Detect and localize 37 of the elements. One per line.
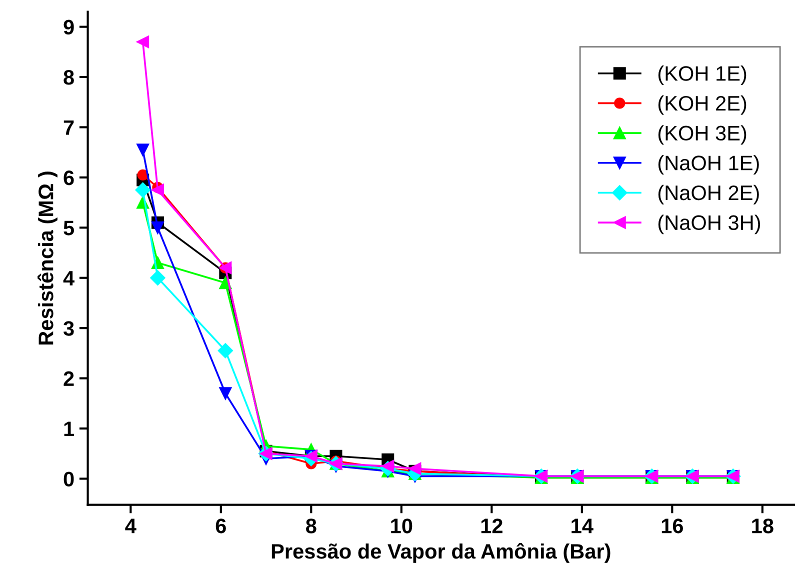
legend-label: (KOH 1E): [658, 66, 746, 85]
point: [150, 270, 166, 286]
point: [136, 36, 150, 48]
y-tick-label: 6: [64, 170, 74, 186]
x-tick-label: 4: [125, 518, 136, 534]
legend-label: (KOH 3E): [658, 125, 746, 145]
x-tick-label: 8: [306, 518, 316, 534]
legend-label: (KOH 2E): [658, 95, 746, 115]
x-axis-title: Pressão de Vapor da Amônia (Bar): [272, 542, 610, 563]
point: [136, 144, 150, 156]
legend-label: (NaOH 2E): [658, 184, 759, 204]
y-tick-label: 1: [64, 422, 74, 436]
x-tick-label: 18: [752, 518, 774, 534]
point: [219, 387, 232, 400]
y-tick-label: 2: [64, 371, 74, 386]
point: [218, 343, 233, 358]
point: [151, 184, 164, 196]
x-tick-label: 10: [391, 518, 412, 534]
point: [137, 169, 148, 180]
y-tick-label: 3: [63, 321, 74, 336]
point: [151, 221, 164, 234]
y-tick-label: 8: [64, 70, 74, 85]
y-tick-label: 5: [64, 220, 74, 236]
x-tick-label: 12: [481, 518, 502, 534]
point: [135, 182, 150, 198]
y-tick-label: 4: [63, 271, 74, 286]
y-tick-label: 9: [64, 20, 74, 35]
y-tick-label: 0: [64, 472, 74, 486]
legend-label: (NaOH 3H): [658, 214, 760, 234]
y-axis-title: Resistência (MΩ ): [38, 172, 58, 345]
legend-label: (NaOH 1E): [658, 155, 759, 174]
x-tick-label: 16: [662, 518, 684, 534]
x-tick-label: 14: [572, 518, 594, 534]
y-tick-label: 7: [64, 120, 74, 135]
point: [382, 460, 394, 472]
x-tick-label: 6: [216, 518, 226, 534]
point: [408, 462, 422, 475]
